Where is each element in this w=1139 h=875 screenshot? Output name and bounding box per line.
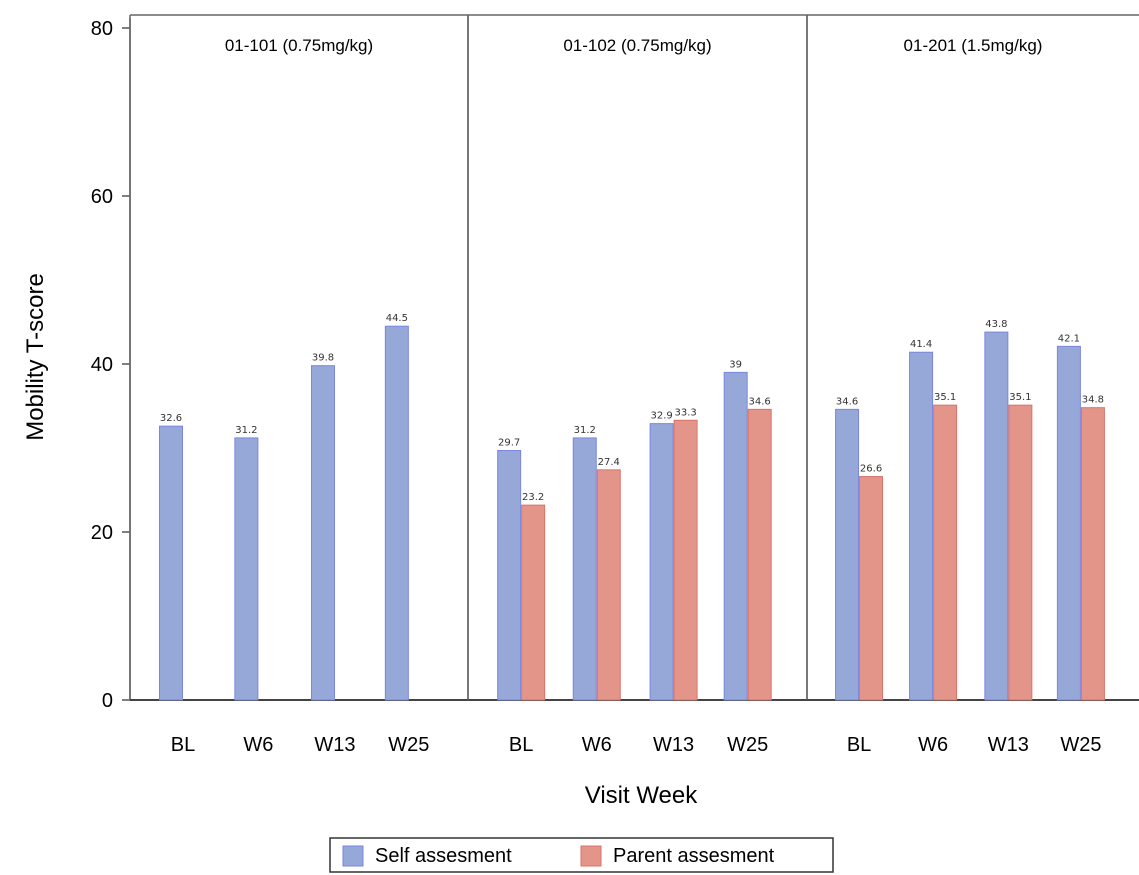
parent-bar — [521, 504, 546, 701]
self-bar — [835, 408, 860, 701]
y-tick-label: 40 — [91, 354, 113, 376]
self-bar — [649, 423, 674, 701]
data-label: 35.1 — [934, 392, 956, 403]
y-tick-label: 20 — [91, 522, 113, 544]
data-label: 42.1 — [1058, 333, 1080, 344]
data-label: 34.6 — [836, 396, 858, 407]
self-bar — [497, 450, 522, 701]
data-label: 34.8 — [1082, 395, 1104, 406]
x-axis-title: Visit Week — [585, 782, 698, 809]
data-label: 41.4 — [910, 339, 932, 350]
self-bar — [310, 365, 335, 701]
y-tick-label: 0 — [102, 690, 113, 712]
x-tick-label: W13 — [653, 734, 694, 756]
self-bar — [984, 331, 1009, 701]
x-tick-label: W6 — [582, 734, 612, 756]
x-tick-label: BL — [171, 734, 195, 756]
panel-title: 01-101 (0.75mg/kg) — [225, 36, 373, 55]
self-bar — [158, 425, 183, 701]
axis-layer: 0 20 40 60 80 — [91, 18, 131, 712]
parent-bar — [673, 419, 698, 701]
self-bar — [909, 351, 934, 701]
data-label: 35.1 — [1009, 392, 1031, 403]
data-label: 39.8 — [312, 353, 334, 364]
x-tick-label: W6 — [918, 734, 948, 756]
data-label: 29.7 — [498, 438, 520, 449]
data-label: 43.8 — [985, 319, 1007, 330]
self-bar — [572, 437, 597, 701]
parent-legend-swatch — [580, 845, 602, 867]
parent-bar — [859, 476, 884, 701]
panel-title: 01-201 (1.5mg/kg) — [904, 36, 1043, 55]
data-label: 39 — [729, 359, 742, 370]
x-tick-label: BL — [509, 734, 533, 756]
x-tick-label: W25 — [388, 734, 429, 756]
panel-layer: 01-101 (0.75mg/kg) BL 32.6 W6 31.2 W13 39.8 W25… — [129, 14, 1139, 756]
y-axis-title: Mobility T-score — [22, 273, 49, 441]
data-label: 32.9 — [650, 411, 672, 422]
data-label: 26.6 — [860, 464, 882, 475]
data-label: 32.6 — [160, 413, 182, 424]
panel-1: 01-101 (0.75mg/kg) BL 32.6 W6 31.2 W13 39.8 W25… — [129, 14, 469, 756]
x-tick-label: W25 — [1060, 734, 1101, 756]
data-label: 44.5 — [386, 313, 408, 324]
self-bar — [723, 371, 748, 701]
self-legend-swatch — [342, 845, 364, 867]
data-label: 23.2 — [522, 492, 544, 503]
parent-bar — [596, 469, 621, 701]
parent-bar — [1008, 404, 1033, 701]
x-tick-label: W6 — [243, 734, 273, 756]
parent-legend-label: Parent assesment — [613, 845, 775, 867]
panel-2: 01-102 (0.75mg/kg) BL 29.7 23.2 W6 31.2 27.4 W1… — [467, 14, 808, 756]
panel-3: 01-201 (1.5mg/kg) BL 34.6 26.6 W6 41.4 35.1 W13… — [806, 14, 1139, 756]
self-bar — [1056, 345, 1081, 701]
y-tick-label: 80 — [91, 18, 113, 40]
data-label: 34.6 — [749, 396, 771, 407]
data-label: 31.2 — [235, 425, 257, 436]
x-tick-label: BL — [847, 734, 871, 756]
data-label: 33.3 — [674, 407, 696, 418]
legend: Self assesment Parent assesment — [329, 837, 834, 873]
data-label: 27.4 — [598, 457, 620, 468]
x-tick-label: W13 — [988, 734, 1029, 756]
panel-title: 01-102 (0.75mg/kg) — [563, 36, 711, 55]
self-legend-label: Self assesment — [375, 845, 512, 867]
self-bar — [234, 437, 259, 701]
data-label: 31.2 — [574, 425, 596, 436]
self-bar — [384, 325, 409, 701]
x-tick-label: W13 — [314, 734, 355, 756]
x-tick-label: W25 — [727, 734, 768, 756]
parent-bar — [747, 408, 772, 701]
y-tick-label: 60 — [91, 186, 113, 208]
parent-bar — [933, 404, 958, 701]
parent-bar — [1080, 407, 1105, 701]
